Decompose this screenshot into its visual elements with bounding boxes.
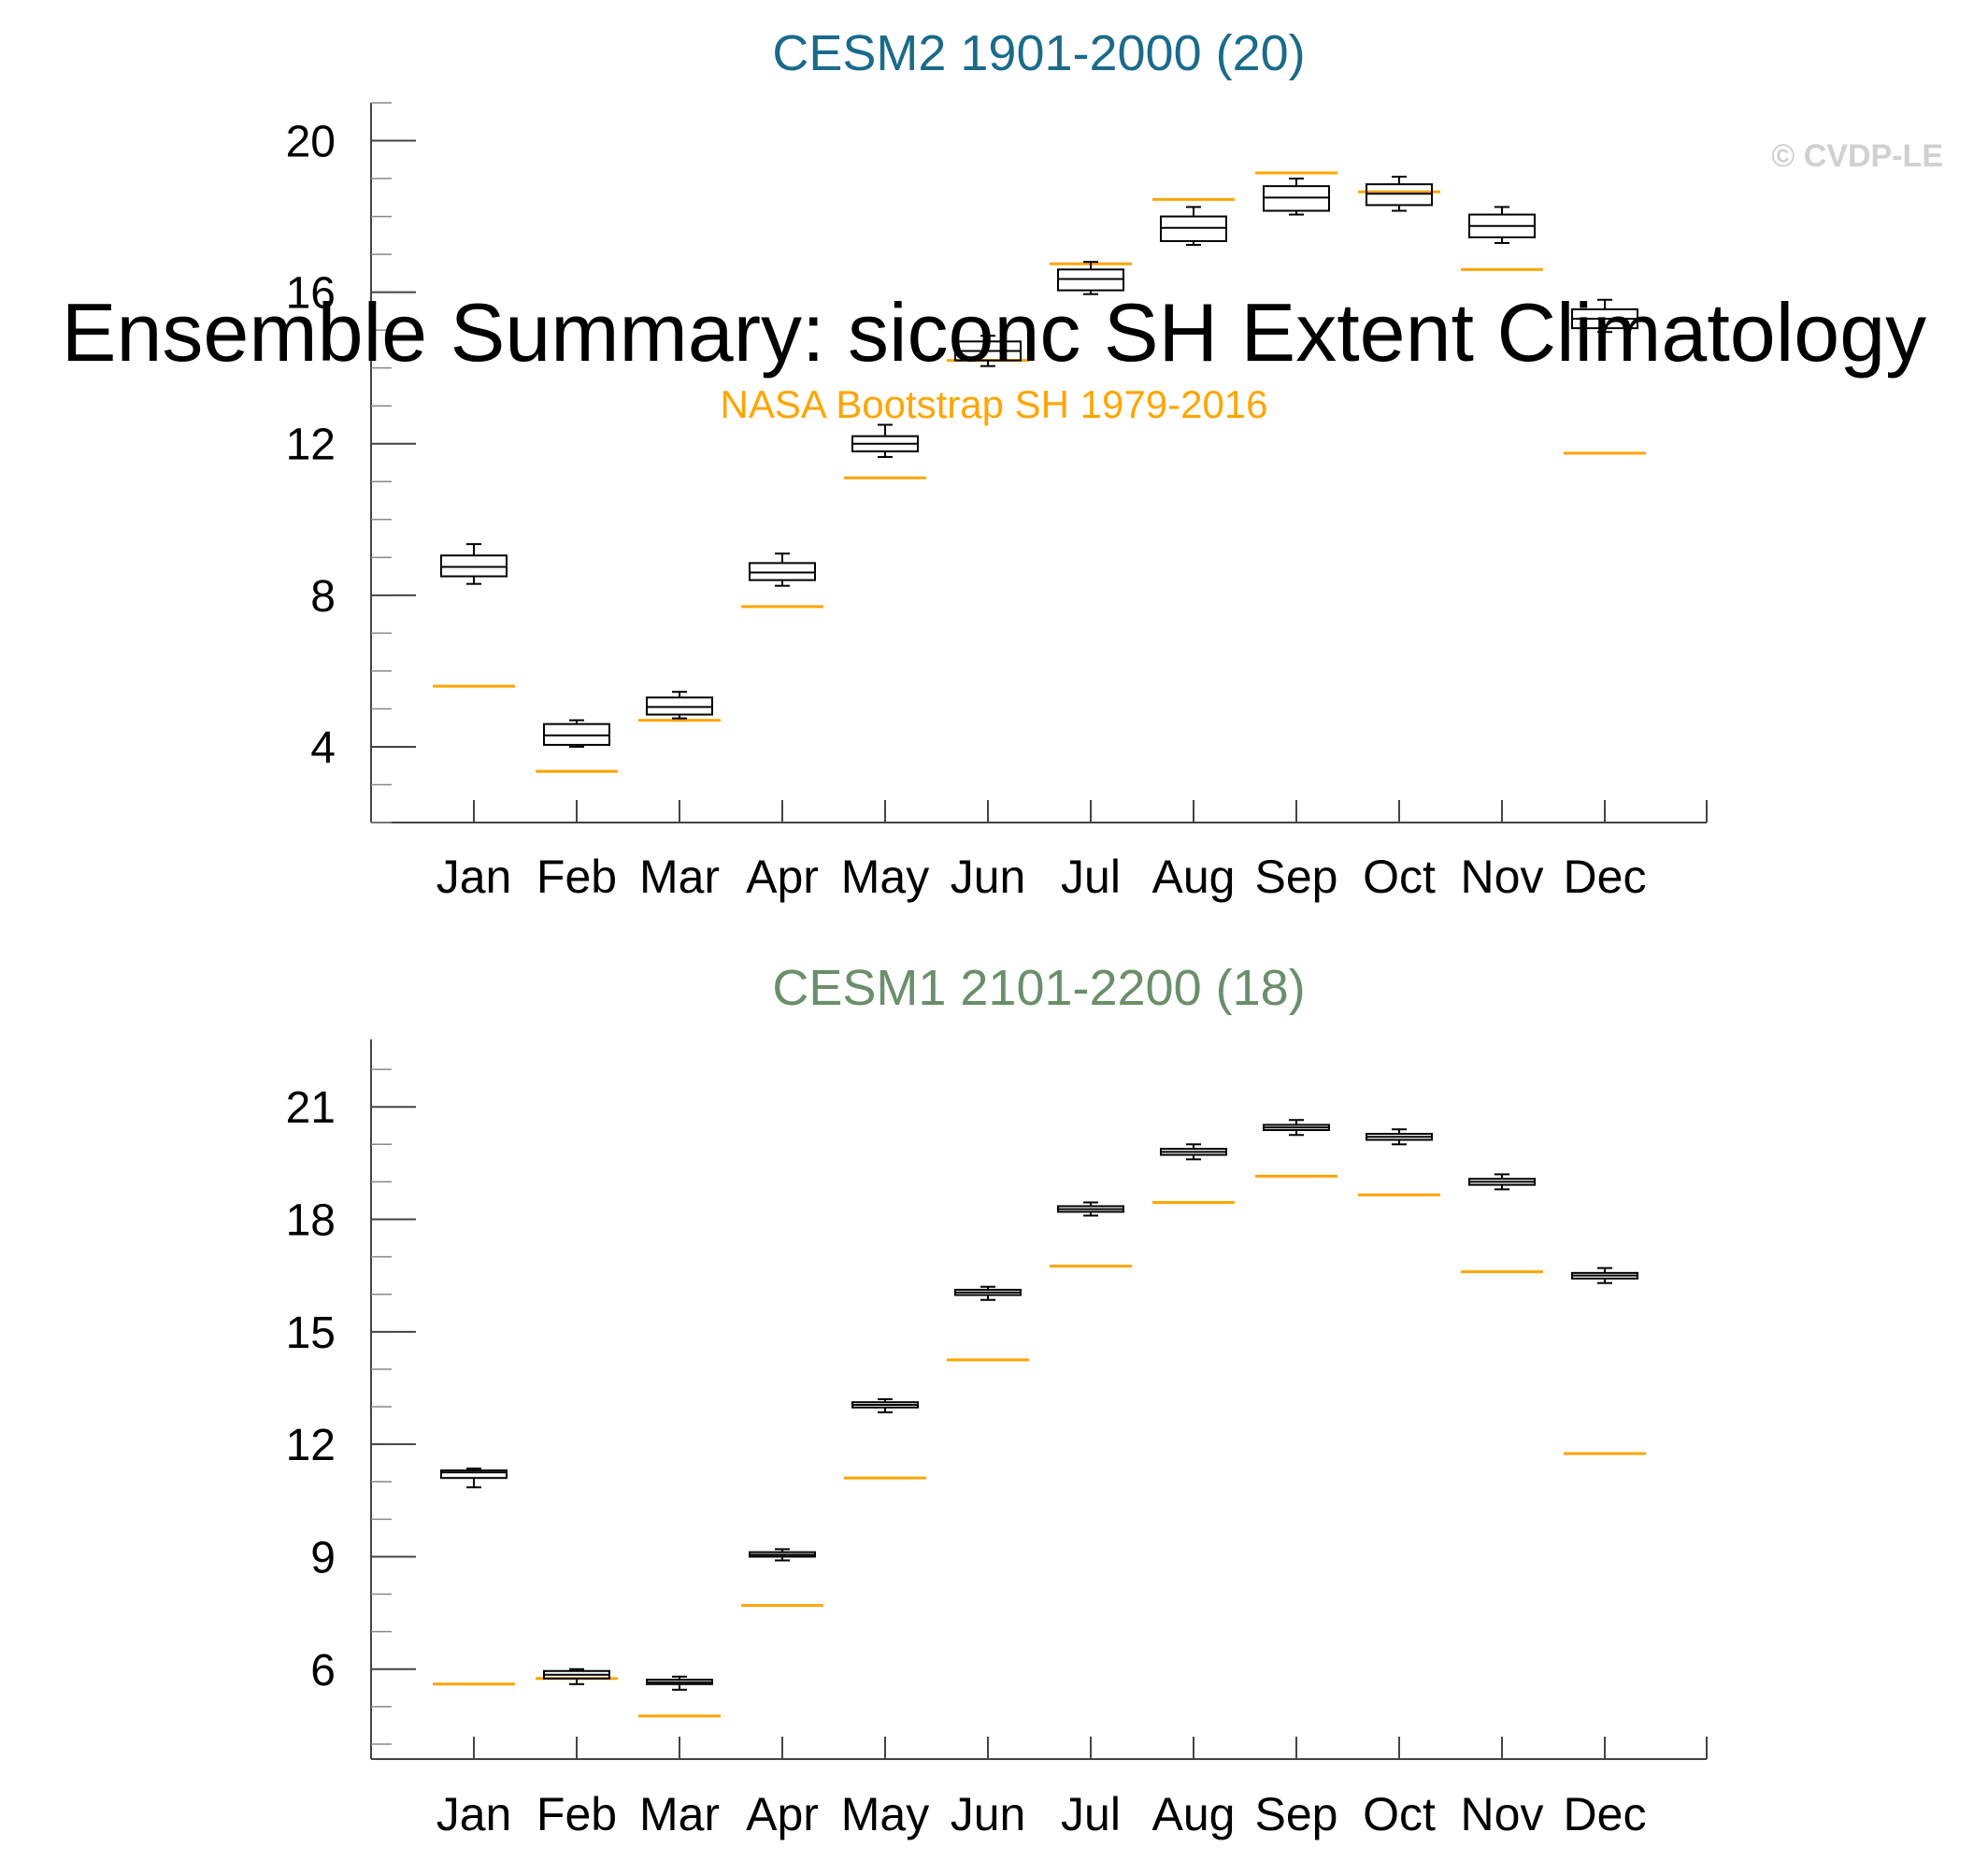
p1-x-tick-label: Oct [1363,851,1436,903]
p1-y-tick-label: 16 [286,269,336,319]
p1-box [1160,215,1227,242]
p1-box [749,562,816,581]
p2-y-tick-label: 15 [286,1309,336,1358]
p2-x-tick-label: Nov [1461,1788,1544,1840]
p2-x-tick-label: Jul [1061,1788,1121,1840]
p1-x-tick-label: Jan [436,851,512,903]
p2-y-tick-label: 9 [310,1533,336,1582]
p1-x-tick-label: Jul [1061,851,1121,903]
p1-y-tick-label: 8 [310,572,336,622]
p1-x-tick-label: Apr [746,851,819,903]
p1-box [1057,268,1124,292]
p2-y-tick-label: 12 [286,1421,336,1470]
p1-box [646,696,713,716]
p1-x-tick-label: Dec [1564,851,1647,903]
p2-y-tick-label: 21 [286,1083,336,1133]
p1-box [543,723,610,746]
p1-y-tick-label: 4 [310,723,336,773]
p2-x-tick-label: Aug [1152,1788,1236,1840]
p2-x-tick-label: Feb [536,1788,617,1840]
p1-x-tick-label: Sep [1255,851,1338,903]
p2-x-tick-label: Dec [1564,1788,1647,1840]
p1-x-tick-label: Jun [951,851,1026,903]
p1-box [1263,185,1330,212]
figure-title: Ensemble Summary: siconc SH Extent Clima… [61,286,1927,379]
p1-box [1366,183,1433,207]
p2-x-tick-label: Sep [1255,1788,1338,1840]
p1-panel-title: CESM2 1901-2000 (20) [772,25,1305,81]
p1-x-tick-label: Nov [1461,851,1544,903]
p1-x-tick-label: May [841,851,929,903]
p1-x-tick-label: Aug [1152,851,1236,903]
copyright-watermark: © CVDP-LE [1771,138,1943,174]
p1-x-tick-label: Feb [536,851,617,903]
p2-x-tick-label: Mar [639,1788,720,1840]
p1-y-tick-label: 12 [286,421,336,470]
p2-box [440,1469,508,1480]
p2-y-tick-label: 6 [310,1646,336,1696]
p1-x-tick-label: Mar [639,851,720,903]
p1-y-tick-label: 20 [286,118,336,167]
p1-box [440,554,508,578]
p2-panel-title: CESM1 2101-2200 (18) [772,960,1305,1016]
p2-x-tick-label: Apr [746,1788,819,1840]
p2-y-tick-label: 18 [286,1196,336,1246]
p2-x-tick-label: May [841,1788,929,1840]
p2-x-tick-label: Oct [1363,1788,1436,1840]
observations-label: NASA Bootstrap SH 1979-2016 [720,382,1268,426]
p2-x-tick-label: Jan [436,1788,512,1840]
p2-x-tick-label: Jun [951,1788,1026,1840]
